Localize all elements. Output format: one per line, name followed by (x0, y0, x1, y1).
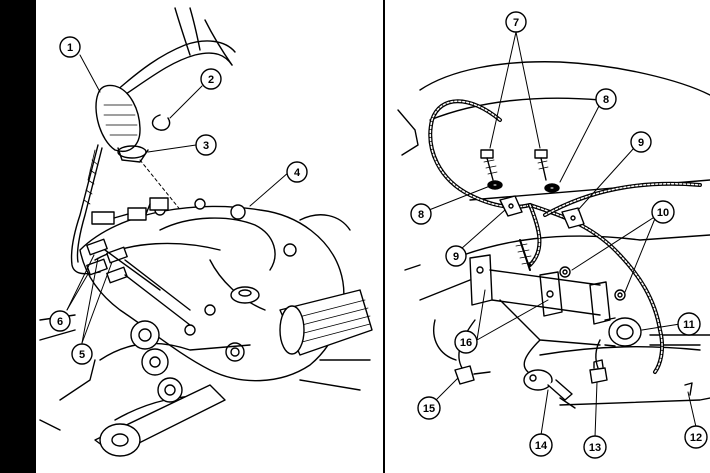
callout-number: 8 (418, 209, 424, 221)
vent-line (70, 144, 101, 275)
callout-15: 15 (417, 396, 441, 420)
callout-circle (49, 310, 71, 332)
callout-number: 1 (67, 42, 73, 54)
callout-circle (684, 425, 708, 449)
leader-lines (66, 31, 697, 438)
callout-14: 14 (529, 433, 553, 457)
callout-number: 3 (203, 140, 209, 152)
callout-number: 7 (513, 17, 519, 29)
callout-number: 9 (638, 137, 644, 149)
callout-number: 2 (208, 74, 214, 86)
callout-number: 10 (657, 207, 669, 219)
callout-circle (286, 161, 308, 183)
callout-circle (529, 433, 553, 457)
callout-circle (445, 245, 467, 267)
breather-cap (95, 84, 141, 152)
callout-9-right: 9 (630, 131, 652, 153)
callout-9-left: 9 (445, 245, 467, 267)
callout-7: 7 (505, 11, 527, 33)
callout-12: 12 (684, 425, 708, 449)
callout-number: 9 (453, 251, 459, 263)
callout-circle (505, 11, 527, 33)
callout-circle (200, 68, 222, 90)
callout-number: 16 (460, 337, 472, 349)
switch-assembly (608, 317, 642, 347)
callout-circle (454, 330, 478, 354)
left-margin-bar (0, 0, 36, 473)
hose-upper (114, 40, 236, 93)
retaining-clip (151, 114, 171, 131)
callout-11: 11 (677, 312, 701, 336)
callout-circle (59, 36, 81, 58)
callout-3: 3 (195, 134, 217, 156)
electrical-connector (523, 369, 576, 409)
frame-outline (419, 61, 710, 96)
callout-circle (410, 203, 432, 225)
callout-number: 6 (57, 316, 63, 328)
callout-circle (651, 200, 675, 224)
callout-6: 6 (49, 310, 71, 332)
callout-13: 13 (583, 435, 607, 459)
transfer-case-housing (79, 205, 345, 382)
callout-number: 13 (589, 442, 601, 454)
callout-circle (195, 134, 217, 156)
callout-8-left: 8 (410, 203, 432, 225)
callout-circle (630, 131, 652, 153)
plug-connector (433, 319, 491, 385)
hose-clamp (117, 145, 147, 159)
callout-number: 11 (683, 319, 695, 331)
callout-16: 16 (454, 330, 478, 354)
callout-circle (595, 88, 617, 110)
loop-clamp (499, 195, 523, 217)
mounting-brackets (469, 254, 611, 346)
wiring-harness (428, 99, 532, 209)
callout-number: 4 (294, 167, 301, 179)
callout-number: 8 (603, 94, 609, 106)
callout-number: 12 (690, 432, 702, 444)
callout-number: 15 (423, 403, 435, 415)
sensor (589, 367, 608, 384)
callout-circle (417, 396, 441, 420)
mounting-screws (480, 149, 549, 181)
callout-circle (71, 343, 93, 365)
callout-1: 1 (59, 36, 81, 58)
hex-nut (559, 266, 571, 278)
callout-5: 5 (71, 343, 93, 365)
callout-number: 14 (535, 440, 548, 452)
callout-10: 10 (651, 200, 675, 224)
callout-circle (677, 312, 701, 336)
callout-2: 2 (200, 68, 222, 90)
callouts: 1 2 3 4 5 6 7 8 8 9 9 10 11 12 13 14 15 … (49, 11, 708, 459)
callout-4: 4 (286, 161, 308, 183)
right-panel-artwork (397, 61, 710, 409)
callout-number: 5 (79, 349, 85, 361)
callout-8-right: 8 (595, 88, 617, 110)
callout-circle (583, 435, 607, 459)
left-panel-artwork (39, 7, 373, 457)
